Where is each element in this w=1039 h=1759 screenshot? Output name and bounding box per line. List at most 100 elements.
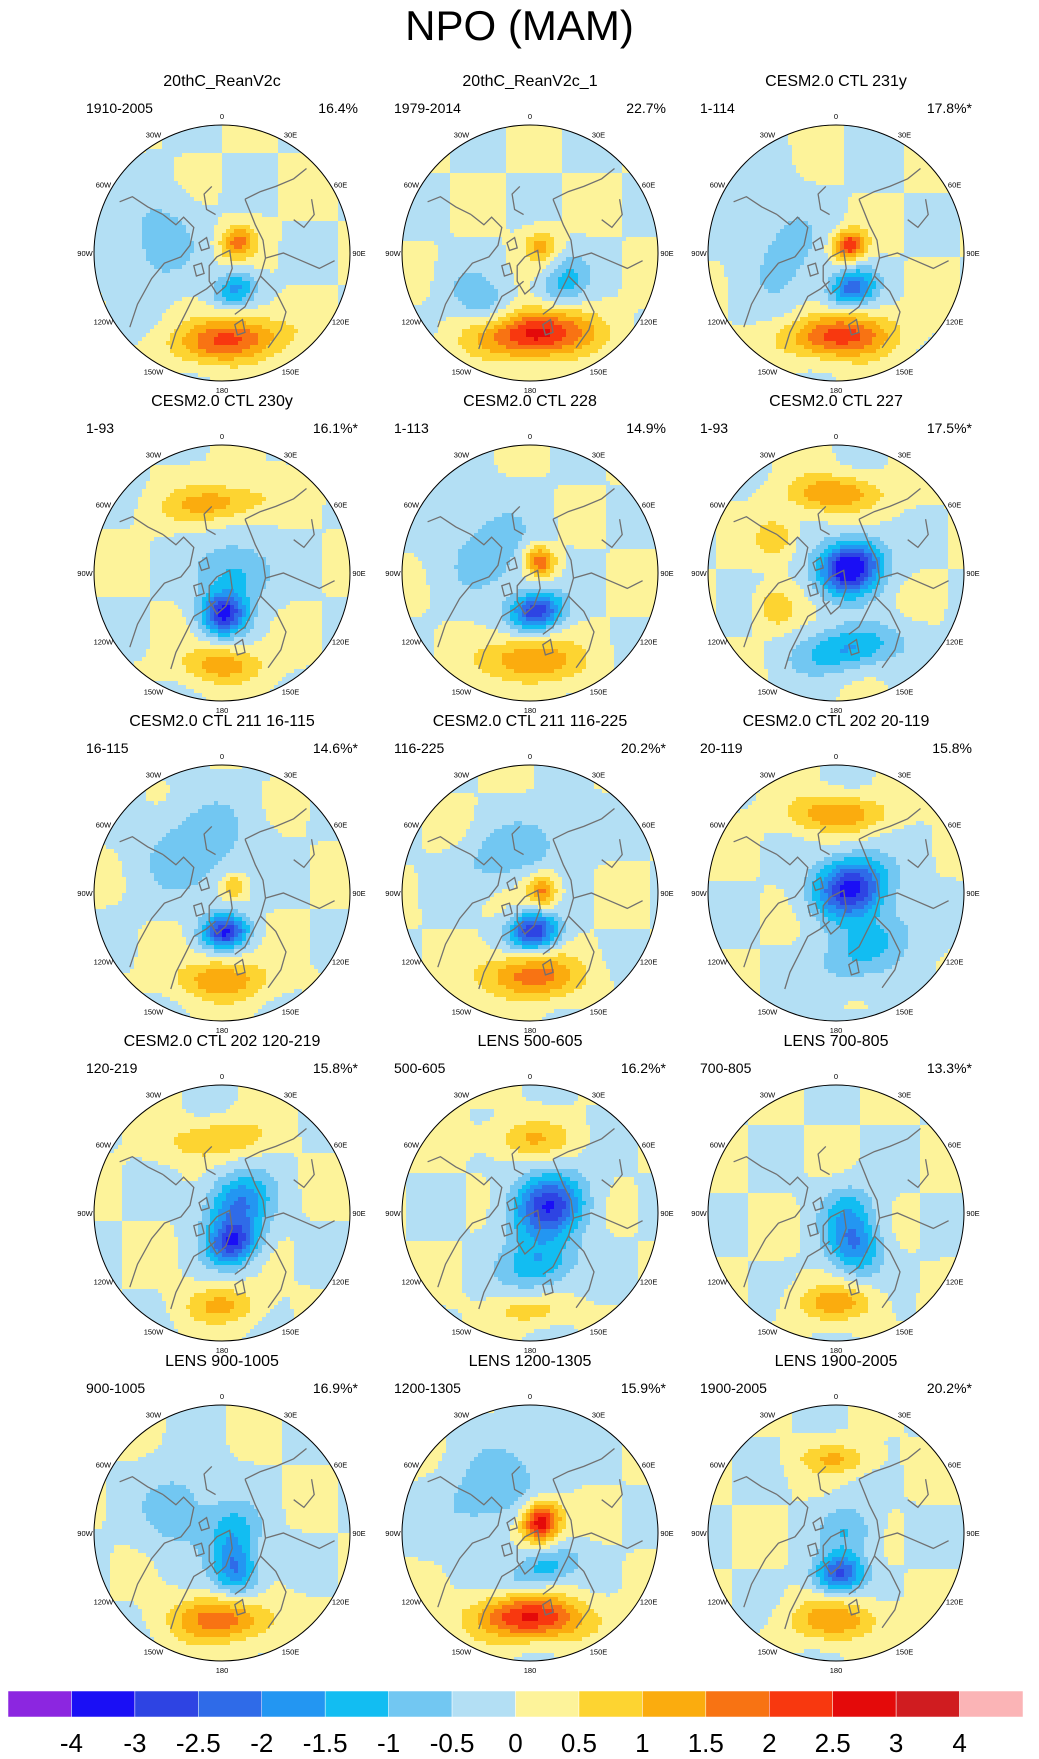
longitude-label: 30W — [760, 1090, 776, 1099]
colorbar-swatch — [134, 1690, 199, 1718]
longitude-label: 120W — [402, 638, 423, 647]
colorbar-tick-label: -4 — [60, 1728, 83, 1758]
anomaly-field — [94, 1085, 350, 1341]
longitude-label: 120E — [946, 1598, 964, 1607]
coastline — [542, 1278, 554, 1296]
anomaly-field — [708, 445, 964, 701]
longitude-label: 60E — [948, 1461, 961, 1470]
coastline — [516, 249, 541, 295]
panel-years: 500-605 — [394, 1060, 445, 1076]
coastline — [516, 1209, 541, 1255]
polar-map: 180 150E 120E 90E 60E 30E 0 30W 60W 90W 120W 150W — [77, 113, 365, 395]
longitude-label: 60E — [948, 181, 961, 190]
coastline — [879, 892, 949, 910]
coastline — [501, 902, 513, 917]
longitude-label: 120E — [946, 638, 964, 647]
coastline — [822, 889, 847, 935]
panel-years: 700-805 — [700, 1060, 751, 1076]
longitude-label: 120W — [402, 1598, 423, 1607]
coastline — [129, 214, 195, 328]
map-border — [707, 124, 965, 382]
coastline — [733, 835, 778, 856]
polar-map: 180 150E 120E 90E 60E 30E 0 30W 60W 90W 120W 150W — [691, 1073, 979, 1355]
coastline — [259, 915, 287, 989]
longitude-label: 150E — [590, 1328, 608, 1337]
map-panel: CESM2.0 CTL 211 16-115 16-115 14.6%* 180 150… — [72, 713, 372, 1043]
coastline — [573, 252, 643, 270]
colorbar-tick-label: -2.5 — [176, 1728, 221, 1758]
coastline — [873, 1555, 901, 1629]
longitude-label: 90E — [660, 569, 673, 578]
coastline — [437, 214, 503, 328]
map-border — [401, 1404, 659, 1662]
polar-map: 180 150E 120E 90E 60E 30E 0 30W 60W 90W 120W 150W — [77, 1393, 365, 1675]
longitude-label: 30W — [146, 770, 162, 779]
colorbar: -4 -3 -2.5 -2 -1.5 -1 -0.5 0 0.5 1 1.5 2 2.5 3 4 — [8, 1690, 1024, 1758]
coastline — [907, 519, 929, 549]
coastline — [879, 572, 949, 590]
colorbar-swatch — [705, 1690, 770, 1718]
coastline — [234, 958, 246, 976]
longitude-label: 60W — [96, 501, 112, 510]
longitude-label: 120E — [640, 1278, 658, 1287]
panel-title: LENS 1900-2005 — [686, 1353, 986, 1371]
colorbar-swatch — [515, 1690, 580, 1718]
longitude-label: 120E — [640, 958, 658, 967]
panel-variance-pct: 14.6%* — [313, 740, 358, 756]
coastline — [259, 275, 287, 349]
coastline — [807, 262, 819, 277]
longitude-label: 150E — [282, 1008, 300, 1017]
longitude-label: 150W — [144, 368, 165, 377]
map-panel: CESM2.0 CTL 230y 1-93 16.1%* 180 150E 120E 90E… — [72, 393, 372, 723]
panel-title: LENS 1200-1305 — [380, 1353, 680, 1371]
panel-variance-pct: 20.2%* — [927, 1380, 972, 1396]
coastline — [208, 1529, 233, 1575]
longitude-label: 90E — [966, 1529, 979, 1538]
coastline — [198, 1196, 210, 1212]
coastline — [879, 1212, 949, 1230]
map-panel: CESM2.0 CTL 227 1-93 17.5%* 180 150E 120E 90E 6… — [686, 393, 986, 723]
longitude-label: 60E — [334, 501, 347, 510]
map-panel: 20thC_ReanV2c_1 1979-2014 22.7% 180 150E 120E… — [380, 73, 680, 403]
map-border — [707, 1084, 965, 1342]
longitude-label: 150E — [896, 1648, 914, 1657]
panel-years: 1-114 — [700, 100, 735, 116]
anomaly-field — [402, 765, 658, 1021]
coastline — [812, 556, 824, 572]
panel-years: 1900-2005 — [700, 1380, 767, 1396]
longitude-label: 30W — [454, 1410, 470, 1419]
anomaly-field — [402, 1085, 658, 1341]
longitude-label: 180 — [216, 1346, 229, 1355]
coastline — [478, 280, 525, 350]
longitude-label: 90E — [966, 569, 979, 578]
colorbar-tick-label: -2 — [250, 1728, 273, 1758]
coastline — [858, 1447, 921, 1480]
coastline — [567, 1235, 595, 1309]
longitude-label: 150W — [758, 1008, 779, 1017]
coastline — [198, 876, 210, 892]
longitude-label: 180 — [216, 706, 229, 715]
coastline — [203, 505, 216, 536]
longitude-label: 120W — [708, 638, 729, 647]
longitude-label: 150E — [896, 688, 914, 697]
colorbar-tick-label: 3 — [889, 1728, 903, 1758]
polar-map: 180 150E 120E 90E 60E 30E 0 30W 60W 90W 120W 150W — [385, 1393, 673, 1675]
map-border — [707, 444, 965, 702]
longitude-label: 60E — [334, 1141, 347, 1150]
map-border — [401, 1084, 659, 1342]
coastline — [259, 1235, 287, 1309]
coastline — [743, 1174, 809, 1288]
coastline — [478, 600, 525, 670]
longitude-label: 0 — [220, 113, 224, 121]
longitude-label: 120E — [332, 638, 350, 647]
coastline — [511, 1465, 524, 1496]
panel-title: LENS 900-1005 — [72, 1353, 372, 1371]
longitude-label: 90W — [77, 889, 93, 898]
panel-variance-pct: 17.8%* — [927, 100, 972, 116]
coastline — [822, 1209, 847, 1255]
map-panel: CESM2.0 CTL 211 116-225 116-225 20.2%* 180 1… — [380, 713, 680, 1043]
longitude-label: 90E — [966, 889, 979, 898]
colorbar-tick-label: -0.5 — [430, 1728, 475, 1758]
longitude-label: 120E — [640, 318, 658, 327]
longitude-label: 120W — [708, 1598, 729, 1607]
